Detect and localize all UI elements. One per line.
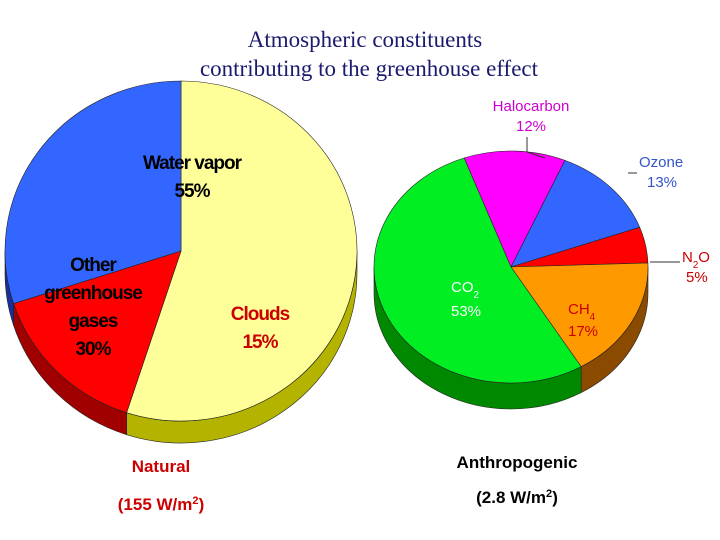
- subscript: 2: [693, 260, 698, 271]
- value-ch4: 17%: [568, 323, 598, 340]
- natural-slice-water-vapor: [126, 80, 358, 422]
- natural-slice-other: [4, 80, 182, 304]
- title-line-1: Atmospheric constituents: [248, 27, 482, 52]
- label-other-gases-2: greenhouse: [44, 283, 142, 304]
- value-clouds: 15%: [242, 332, 278, 353]
- anthropogenic-total-text: (2.8 W/m2): [476, 488, 558, 507]
- natural-slice-clouds: [13, 250, 182, 414]
- label-water-vapor: Water vapor: [143, 153, 243, 174]
- natural-total-text: (155 W/m2): [118, 495, 204, 514]
- label-n2o: N2O: [682, 249, 710, 271]
- natural-caption: Natural: [132, 457, 191, 476]
- leader-halocarbon: [526, 137, 546, 159]
- value-co2: 53%: [451, 303, 481, 320]
- anthropogenic-total: (2.8 W/m2): [476, 488, 558, 507]
- label-co2: CO2: [451, 279, 479, 301]
- title-line-2: contributing to the greenhouse effect: [200, 56, 539, 81]
- label-other-gases-3: gases: [69, 311, 118, 332]
- natural-pie-slices: [4, 80, 358, 422]
- natural-slice-labels: Water vapor 55% Other greenhouse gases 3…: [44, 153, 290, 360]
- anthropogenic-caption: Anthropogenic: [457, 453, 578, 472]
- chart-title: Atmospheric constituents contributing to…: [200, 27, 539, 81]
- value-n2o: 5%: [686, 269, 708, 286]
- anthropogenic-slice-labels: Halocarbon 12% Ozone 13% N2O 5% CO2 53% …: [451, 98, 710, 340]
- natural-total: (155 W/m2): [118, 495, 204, 514]
- natural-pie: Water vapor 55% Other greenhouse gases 3…: [4, 80, 358, 514]
- label-halocarbon: Halocarbon: [493, 98, 570, 115]
- subscript: 4: [590, 312, 596, 323]
- superscript: 2: [192, 495, 198, 507]
- value-halocarbon: 12%: [516, 118, 546, 135]
- label-clouds: Clouds: [231, 304, 290, 325]
- superscript: 2: [546, 488, 552, 500]
- anthropogenic-pie: Halocarbon 12% Ozone 13% N2O 5% CO2 53% …: [373, 98, 710, 507]
- label-other-gases-1: Other: [70, 255, 117, 276]
- anthropogenic-slice-ch4: [510, 262, 649, 368]
- anthropogenic-slice-ozone: [510, 160, 641, 268]
- label-ozone: Ozone: [639, 154, 683, 171]
- label-ch4: CH4: [568, 301, 596, 323]
- anthropogenic-slice-halocarbon: [463, 150, 566, 268]
- value-other-gases: 30%: [75, 339, 111, 360]
- subscript: 2: [474, 290, 479, 301]
- anthropogenic-slice-co2: [373, 157, 582, 384]
- value-ozone: 13%: [647, 174, 677, 191]
- value-water-vapor: 55%: [174, 181, 210, 202]
- anthropogenic-pie-slices: [373, 150, 649, 384]
